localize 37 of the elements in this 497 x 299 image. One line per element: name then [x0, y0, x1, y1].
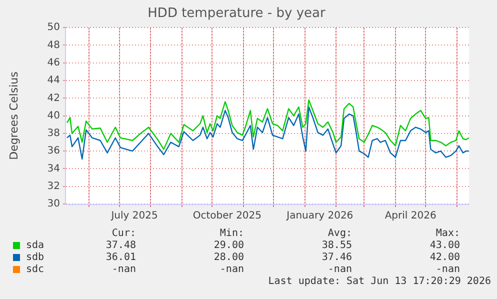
y-tick-label: 44 [47, 75, 60, 86]
text: 37.46 [322, 252, 352, 263]
x-tick-label: October 2025 [192, 210, 262, 222]
legend-label: sda [26, 240, 44, 251]
x-tick-label: July 2025 [110, 210, 158, 222]
y-tick-label: 30 [47, 198, 60, 210]
text: Last update: Sat Jun 13 17:20:29 2026 [268, 276, 491, 287]
text: 42.00 [430, 252, 460, 263]
text: 29.00 [214, 240, 244, 251]
text: 36.01 [106, 252, 136, 263]
y-tick-label: 48 [47, 40, 60, 51]
y-tick-label: 40 [47, 110, 60, 122]
legend-label: sdc [26, 264, 44, 275]
x-tick-label: January 2026 [286, 210, 354, 222]
y-tick-label: 38 [47, 128, 60, 140]
text: Avg: [328, 228, 352, 239]
text: -nan [436, 264, 460, 275]
y-tick-label: 32 [47, 180, 60, 192]
text: Min: [220, 228, 244, 239]
text: Cur: [112, 228, 136, 239]
x-tick-label: April 2026 [384, 210, 436, 222]
text: 28.00 [214, 252, 244, 263]
y-tick-label: 46 [47, 57, 60, 68]
text: 37.48 [106, 240, 136, 251]
chart-title: HDD temperature - by year [148, 6, 326, 22]
text: -nan [112, 264, 136, 275]
text: -nan [220, 264, 244, 275]
text: Max: [436, 228, 460, 239]
y-tick-label: 36 [47, 146, 60, 157]
y-tick-label: 34 [47, 163, 60, 174]
text: -nan [328, 264, 352, 275]
legend-label: sdb [26, 252, 44, 263]
y-tick-label: 50 [47, 22, 60, 34]
y-tick-label: 42 [47, 92, 60, 104]
y-axis-title: Degrees Celsius [7, 71, 20, 160]
text: 38.55 [322, 240, 352, 251]
text: 43.00 [430, 240, 460, 251]
